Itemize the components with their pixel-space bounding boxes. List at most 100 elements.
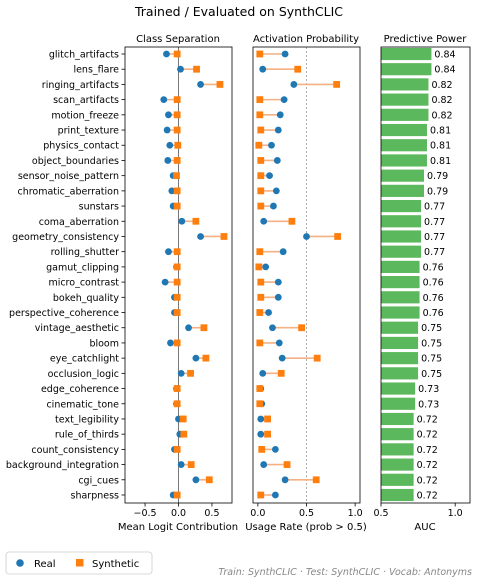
category-label: count_consistency — [31, 445, 119, 456]
real-point — [274, 126, 282, 134]
real-point — [280, 96, 288, 104]
real-point — [185, 324, 192, 332]
category-label: scan_artifacts — [53, 95, 119, 106]
category-label: gamut_clipping — [46, 262, 119, 273]
category-label: coma_aberration — [39, 217, 119, 228]
auc-bar — [381, 276, 420, 289]
axes-frame — [252, 46, 361, 504]
auc-value-label: 0.75 — [421, 369, 442, 380]
synthetic-point — [334, 233, 342, 240]
auc-bar — [381, 367, 419, 380]
category-label: physics_contact — [43, 141, 119, 152]
synthetic-point — [283, 461, 291, 468]
axes-frame — [380, 46, 471, 504]
real-point — [276, 111, 284, 119]
category-label: eye_catchlight — [50, 354, 119, 365]
synthetic-point — [180, 430, 188, 438]
axes-frame — [124, 46, 233, 504]
predictive-power-title: Predictive Power — [384, 34, 468, 45]
auc-bar — [381, 47, 432, 61]
synthetic-point — [173, 263, 181, 271]
category-label: rule_of_thirds — [55, 430, 119, 441]
auc-bar — [381, 397, 416, 410]
synthetic-point — [173, 385, 181, 392]
synthetic-point — [257, 126, 265, 134]
real-point — [259, 369, 267, 377]
predictive-power-panel: Predictive Power AUC 0.5 1.00.840.840.820… — [373, 34, 471, 533]
auc-value-label: 0.72 — [417, 445, 438, 456]
synthetic-point — [277, 369, 285, 377]
footer-note: Train: SynthCLIC · Test: SynthCLIC · Voc… — [218, 567, 472, 578]
auc-value-label: 0.73 — [418, 384, 439, 395]
synthetic-point — [288, 217, 296, 225]
real-point — [178, 217, 186, 225]
legend: Real Synthetic — [5, 551, 153, 575]
synthetic-point — [193, 65, 200, 73]
real-point — [161, 278, 169, 286]
category-label: rolling_shutter — [51, 247, 120, 258]
auc-value-label: 0.75 — [421, 338, 442, 349]
x-tick-label: −0.5 — [134, 508, 157, 519]
auc-value-label: 0.76 — [423, 293, 444, 304]
synthetic-point — [205, 476, 213, 484]
real-point — [192, 476, 200, 484]
category-label: bloom — [89, 338, 119, 349]
figure-title: Trained / Evaluated on SynthCLIC — [134, 4, 343, 19]
real-point — [271, 445, 279, 453]
legend-synthetic-marker — [76, 559, 84, 567]
auc-bar — [381, 488, 414, 502]
activation-probability-panel: Activation Probability Usage Rate (prob … — [245, 34, 367, 533]
real-point — [257, 415, 265, 423]
auc-bar — [381, 245, 422, 258]
auc-bar — [381, 412, 414, 426]
real-point — [274, 278, 282, 286]
auc-bar — [381, 184, 425, 197]
synthetic-point — [192, 217, 200, 225]
auc-bar — [381, 473, 414, 486]
auc-bar — [381, 458, 414, 471]
real-point — [262, 263, 270, 271]
auc-bar — [381, 428, 414, 441]
x-tick-label: 0.5 — [373, 508, 388, 519]
category-label: motion_freeze — [51, 110, 119, 121]
category-label: glitch_artifacts — [49, 50, 119, 61]
synthetic-point — [312, 476, 320, 484]
synthetic-point — [187, 369, 194, 377]
synthetic-point — [256, 385, 264, 392]
auc-value-label: 0.79 — [427, 171, 448, 182]
real-point — [160, 96, 168, 104]
category-label: cinematic_tone — [46, 399, 119, 410]
auc-bar — [381, 291, 420, 304]
synthetic-point — [174, 141, 182, 149]
synthetic-point — [187, 461, 195, 468]
class-separation-xlabel: Mean Logit Contribution — [118, 522, 238, 533]
real-point — [279, 248, 287, 256]
synthetic-point — [173, 187, 181, 195]
auc-value-label: 0.84 — [434, 65, 455, 76]
synthetic-point — [173, 339, 181, 347]
auc-bar — [381, 443, 414, 456]
legend-real-label: Real — [34, 559, 56, 570]
auc-value-label: 0.75 — [421, 323, 442, 334]
synthetic-point — [173, 491, 181, 499]
real-point — [272, 187, 280, 195]
synthetic-point — [173, 126, 181, 134]
synthetic-point — [255, 141, 263, 149]
synthetic-point — [173, 202, 181, 210]
real-point — [278, 354, 286, 362]
synthetic-point — [173, 96, 181, 104]
real-point — [281, 50, 289, 58]
synthetic-point — [256, 248, 264, 256]
real-point — [177, 461, 185, 468]
category-label: geometry_consistency — [12, 232, 119, 243]
real-point — [163, 126, 171, 134]
synthetic-point — [173, 157, 181, 164]
auc-bar — [381, 352, 419, 365]
synthetic-point — [220, 233, 228, 240]
real-point — [197, 233, 204, 240]
auc-value-label: 0.76 — [423, 262, 444, 273]
synthetic-point — [173, 172, 180, 180]
category-label: edge_coherence — [41, 384, 119, 395]
category-label: ringing_artifacts — [42, 80, 119, 91]
